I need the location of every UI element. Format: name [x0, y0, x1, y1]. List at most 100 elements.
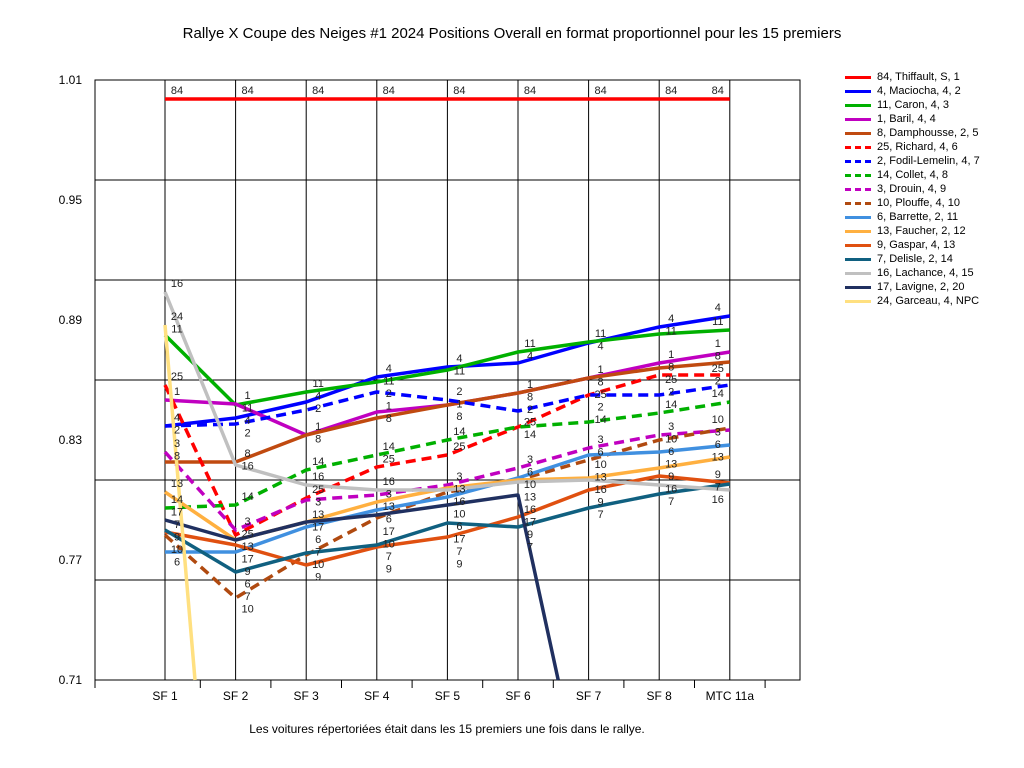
data-label: 17 [171, 507, 183, 519]
legend-item: 6, Barrette, 2, 11 [845, 210, 980, 224]
data-label: 2 [668, 387, 674, 399]
legend-label: 17, Lavigne, 2, 20 [877, 281, 965, 293]
legend-item: 17, Lavigne, 2, 20 [845, 280, 980, 294]
data-label: 11 [383, 376, 394, 388]
data-label: 8 [456, 411, 462, 423]
data-label: 3 [527, 454, 533, 466]
data-label: 3 [386, 489, 392, 501]
data-label: 16 [241, 461, 253, 473]
data-label: 8 [386, 413, 392, 425]
data-label: 14 [524, 429, 536, 441]
legend-label: 84, Thiffault, S, 1 [877, 71, 960, 83]
legend-swatch [845, 117, 871, 121]
data-label: 6 [527, 467, 533, 479]
x-tick-label: SF 2 [223, 689, 249, 703]
data-label: 13 [594, 472, 606, 484]
legend-item: 84, Thiffault, S, 1 [845, 70, 980, 84]
data-label: 7 [315, 547, 321, 559]
data-label: 16 [665, 484, 677, 496]
data-label: 3 [174, 438, 180, 450]
legend-swatch [845, 215, 871, 219]
data-label: 6 [668, 446, 674, 458]
data-label: 11 [171, 324, 182, 336]
data-label: 3 [456, 471, 462, 483]
legend-item: 16, Lachance, 4, 15 [845, 266, 980, 280]
data-label: 8 [715, 351, 721, 363]
data-label: 17 [524, 517, 536, 529]
legend-swatch [845, 257, 871, 261]
data-label: 4 [527, 351, 533, 363]
data-label: 8 [527, 392, 533, 404]
data-label: 9 [456, 559, 462, 571]
y-tick-label: 0.89 [59, 313, 83, 327]
x-tick-label: SF 3 [294, 689, 320, 703]
data-label: 10 [524, 479, 536, 491]
data-label: 1 [598, 364, 604, 376]
data-label: 17 [453, 534, 465, 546]
data-label: 13 [312, 509, 324, 521]
series-lines [163, 97, 731, 681]
data-label: 8 [315, 434, 321, 446]
x-tick-label: SF 7 [576, 689, 602, 703]
legend-item: 9, Gaspar, 4, 13 [845, 238, 980, 252]
y-tick-label: 0.83 [59, 433, 83, 447]
data-label: 7 [245, 591, 251, 603]
legend-swatch [845, 173, 871, 177]
legend-label: 6, Barrette, 2, 11 [877, 211, 959, 223]
data-label: 7 [598, 509, 604, 521]
legend-swatch [845, 229, 871, 233]
legend-label: 14, Collet, 4, 8 [877, 169, 948, 181]
data-label: 3 [315, 497, 321, 509]
data-label: 3 [245, 516, 251, 528]
series-line [164, 400, 731, 510]
data-label: 4 [715, 302, 721, 314]
legend-swatch [845, 299, 871, 303]
series-line [164, 474, 730, 567]
data-label: 17 [241, 554, 253, 566]
data-label: 6 [456, 521, 462, 533]
x-tick-label: SF 8 [647, 689, 673, 703]
data-label: 14 [594, 414, 606, 426]
legend-item: 25, Richard, 4, 6 [845, 140, 980, 154]
data-label: 9 [174, 532, 180, 544]
data-label: 8 [598, 377, 604, 389]
data-label: 16 [524, 504, 536, 516]
data-label: 4 [315, 391, 321, 403]
y-tick-label: 0.95 [59, 193, 83, 207]
data-label: 7 [527, 542, 533, 554]
data-label: 25 [524, 417, 536, 429]
legend-swatch [845, 243, 871, 247]
legend-label: 10, Plouffe, 4, 10 [877, 197, 960, 209]
data-label: 10 [171, 544, 183, 556]
series-line [163, 328, 730, 407]
data-label: 8 [245, 448, 251, 460]
legend-item: 7, Delisle, 2, 14 [845, 252, 980, 266]
data-label: 13 [524, 492, 536, 504]
legend-swatch [845, 285, 871, 289]
data-label: 2 [456, 386, 462, 398]
data-label: 7 [668, 496, 674, 508]
data-label: 16 [383, 476, 395, 488]
data-label: 84 [312, 85, 324, 97]
data-label: 8 [174, 451, 180, 463]
legend-swatch [845, 145, 871, 149]
data-label: 25 [241, 529, 253, 541]
data-label: 1 [245, 390, 251, 402]
series-line [164, 493, 560, 681]
data-label: 7 [174, 519, 180, 531]
data-label: 11 [665, 326, 676, 338]
data-label: 13 [712, 452, 724, 464]
series-line [164, 482, 731, 574]
data-label: 16 [453, 496, 465, 508]
data-label: 9 [245, 566, 251, 578]
legend-label: 2, Fodil-Lemelin, 4, 7 [877, 155, 980, 167]
data-label: 11 [454, 366, 465, 378]
legend: 84, Thiffault, S, 1 4, Maciocha, 4, 2 11, … [845, 70, 980, 308]
data-label: 14 [665, 399, 677, 411]
data-label: 11 [712, 316, 723, 328]
legend-item: 1, Baril, 4, 4 [845, 112, 980, 126]
legend-swatch [845, 75, 871, 79]
chart-footnote: Les voitures répertoriées était dans les… [249, 722, 645, 736]
data-labels: 8416241125142381314177910684111428161432… [171, 85, 724, 616]
